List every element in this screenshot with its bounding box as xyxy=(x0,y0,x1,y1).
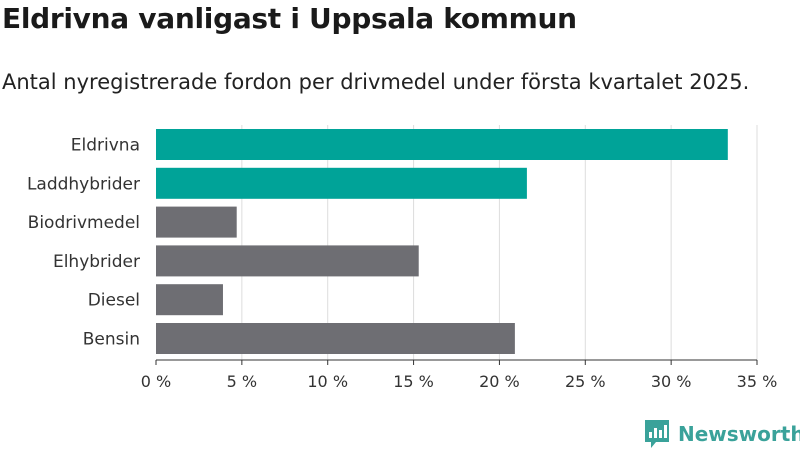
bar xyxy=(156,284,223,316)
category-label: Bensin xyxy=(83,330,140,350)
category-label: Diesel xyxy=(88,291,140,311)
x-tick-label: 35 % xyxy=(737,372,778,391)
bar xyxy=(156,206,237,238)
bar xyxy=(156,129,728,160)
x-tick-label: 5 % xyxy=(227,372,257,391)
bar xyxy=(156,323,515,354)
newsworthy-logo-text: Newsworthy xyxy=(678,422,800,446)
category-label: Biodrivmedel xyxy=(28,213,140,233)
bar xyxy=(156,245,419,277)
newsworthy-logo-icon xyxy=(645,420,669,448)
x-tick-label: 25 % xyxy=(565,372,606,391)
x-tick-label: 20 % xyxy=(479,372,520,391)
category-label: Eldrivna xyxy=(71,136,140,156)
category-label: Elhybrider xyxy=(53,252,140,272)
newsworthy-logo: Newsworthy xyxy=(644,419,800,449)
category-label: Laddhybrider xyxy=(27,174,140,194)
x-tick-label: 10 % xyxy=(307,372,348,391)
x-tick-label: 30 % xyxy=(651,372,692,391)
bar xyxy=(156,167,527,199)
chart-title: Eldrivna vanligast i Uppsala kommun xyxy=(2,2,577,35)
chart-subtitle: Antal nyregistrerade fordon per drivmede… xyxy=(2,70,750,94)
x-tick-label: 15 % xyxy=(393,372,434,391)
x-tick-label: 0 % xyxy=(141,372,171,391)
